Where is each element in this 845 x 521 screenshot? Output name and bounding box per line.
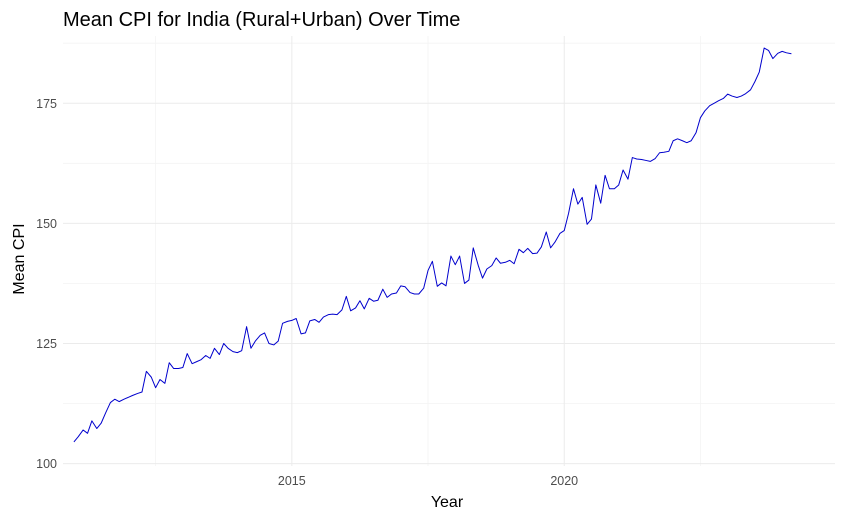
series-line bbox=[73, 47, 792, 443]
y-tick-label: 100 bbox=[36, 457, 57, 471]
grid bbox=[63, 36, 835, 466]
y-tick-label: 175 bbox=[36, 97, 57, 111]
chart-title: Mean CPI for India (Rural+Urban) Over Ti… bbox=[63, 9, 460, 31]
tick-labels: 100 125 150 175 2015 2020 bbox=[36, 97, 578, 488]
y-axis-title: Mean CPI bbox=[11, 223, 28, 294]
series-layer bbox=[73, 47, 792, 443]
x-tick-label: 2020 bbox=[550, 474, 578, 488]
x-tick-label: 2015 bbox=[278, 474, 306, 488]
x-axis-title: Year bbox=[431, 494, 464, 511]
y-tick-label: 125 bbox=[36, 337, 57, 351]
y-tick-label: 150 bbox=[36, 217, 57, 231]
